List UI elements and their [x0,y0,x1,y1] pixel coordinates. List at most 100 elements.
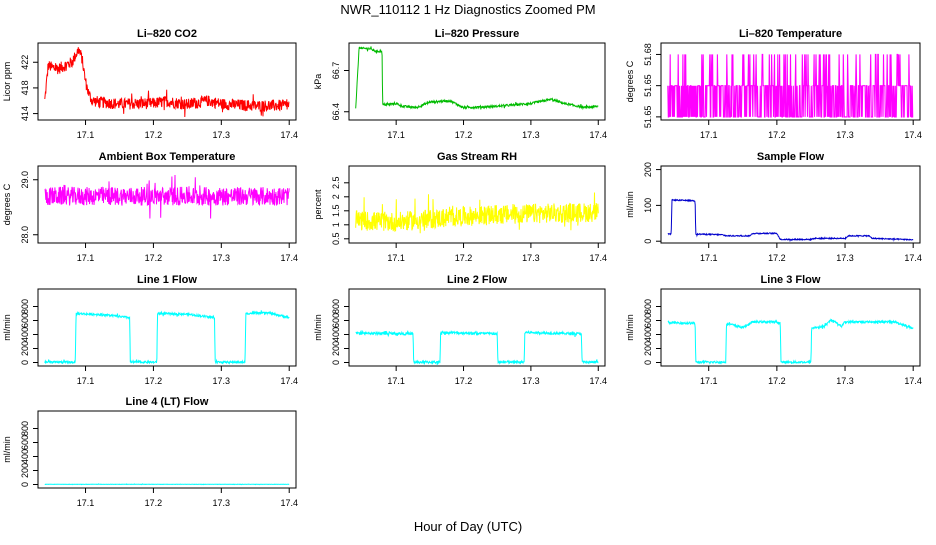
panel-title: Li–820 Pressure [435,28,519,40]
x-tick-label: 17.1 [77,376,95,386]
x-tick-label: 17.4 [280,376,298,386]
panel-ylabel: ml/min [625,314,635,341]
chart-panel-3: Li–820 Temperature degrees C 17.1 17.2 17.3 1… [625,28,922,140]
x-tick-label: 17.2 [455,376,473,386]
y-tick-label: 400 [331,327,341,342]
series-line [355,192,599,234]
y-tick-label: 2.5 [331,177,341,190]
x-tick-label: 17.3 [836,376,854,386]
panel-series [44,47,290,118]
y-tick-label: 418 [20,80,30,95]
panel-ylabel: degrees C [625,60,635,102]
panel-frame [660,42,921,121]
series-line [667,318,914,365]
y-tick-label: 0 [20,482,30,487]
panel-ylabel: degrees C [2,183,12,225]
x-tick-label: 17.4 [589,253,607,263]
y-tick-label: 100 [643,198,653,213]
y-tick-label: 400 [20,327,30,342]
panel-title: Li–820 CO2 [137,28,197,40]
x-tick-label: 17.3 [522,253,540,263]
series-line [667,198,914,242]
y-tick-label: 2 [331,194,341,199]
series-line [355,46,599,111]
panel-series [44,483,290,486]
x-tick-label: 17.2 [768,253,786,263]
figure-title: NWR_110112 1 Hz Diagnostics Zoomed PM [340,2,595,17]
x-tick-label: 17.3 [213,376,231,386]
panel-ylabel: Licor ppm [2,62,12,102]
x-tick-label: 17.2 [455,253,473,263]
y-tick-label: 600 [331,313,341,328]
y-tick-label: 400 [643,327,653,342]
x-tick-label: 17.3 [213,253,231,263]
x-tick-label: 17.4 [904,130,922,140]
x-tick-label: 17.4 [904,376,922,386]
x-tick-label: 17.4 [589,376,607,386]
panel-series [355,329,599,365]
y-tick-label: 0 [20,360,30,365]
panel-frame [660,288,921,367]
chart-panel-2: Li–820 Pressure kPa 17.1 17.2 17.3 17.4 66.4 66… [313,28,607,140]
y-tick-label: 800 [331,299,341,314]
x-tick-label: 17.3 [836,253,854,263]
y-tick-label: 0.5 [331,233,341,246]
y-tick-label: 0 [331,360,341,365]
panel-frame [660,165,921,244]
y-tick-label: 800 [20,299,30,314]
panel-series [667,198,914,242]
x-tick-label: 17.4 [904,253,922,263]
x-tick-label: 17.2 [145,130,163,140]
x-tick-label: 17.1 [387,130,405,140]
chart-panel-5: Gas Stream RH percent 17.1 17.2 17.3 17.4 0.5 1… [313,151,607,263]
panel-ylabel: ml/min [313,314,323,341]
x-tick-label: 17.4 [280,253,298,263]
panel-ylabel: ml/min [2,314,12,341]
y-tick-label: 1.5 [331,205,341,218]
x-tick-label: 17.2 [455,130,473,140]
panel-series [44,174,290,219]
chart-panel-6: Sample Flow ml/min 17.1 17.2 17.3 17.4 0 100 200 [625,151,922,263]
panel-frame [348,165,606,244]
y-tick-label: 66.4 [331,103,341,121]
x-tick-label: 17.3 [213,498,231,508]
series-line [355,329,599,365]
y-tick-label: 400 [20,449,30,464]
series-line [44,47,290,118]
x-tick-label: 17.1 [387,253,405,263]
panel-title: Line 2 Flow [447,274,507,286]
series-line [667,53,914,118]
series-line [44,310,290,365]
series-line [44,483,290,486]
chart-panel-9: Line 3 Flow ml/min 17.1 17.2 17.3 17.4 0 200400… [625,274,922,386]
x-tick-label: 17.3 [522,376,540,386]
y-tick-label: 66.7 [331,62,341,80]
panel-title: Line 1 Flow [137,274,197,286]
panel-title: Gas Stream RH [437,151,517,163]
y-tick-label: 51.65 [643,74,653,97]
y-tick-label: 800 [643,299,653,314]
figure-xlabel: Hour of Day (UTC) [414,519,522,534]
panel-title: Line 4 (LT) Flow [126,396,209,408]
x-tick-label: 17.1 [700,130,718,140]
x-tick-label: 17.2 [145,498,163,508]
chart-panels: Li–820 CO2 Licor ppm 17.1 17.2 17.3 17.4 414 41… [2,28,922,508]
y-tick-label: 29.0 [20,171,30,189]
chart-panel-8: Line 2 Flow ml/min 17.1 17.2 17.3 17.4 0 200400… [313,274,607,386]
y-tick-label: 200 [643,162,653,177]
y-tick-label: 600 [643,313,653,328]
x-tick-label: 17.1 [77,253,95,263]
x-tick-label: 17.2 [768,376,786,386]
panel-series [355,192,599,234]
chart-panel-1: Li–820 CO2 Licor ppm 17.1 17.2 17.3 17.4 414 41… [2,28,298,140]
panel-ylabel: ml/min [2,436,12,463]
x-tick-label: 17.4 [280,498,298,508]
x-tick-label: 17.2 [145,376,163,386]
y-tick-label: 600 [20,313,30,328]
y-tick-label: 1 [331,222,341,227]
y-tick-label: 200 [643,341,653,356]
panel-frame [37,410,297,489]
chart-panel-10: Line 4 (LT) Flow ml/min 17.1 17.2 17.3 17.4 0 2… [2,396,298,508]
x-tick-label: 17.4 [280,130,298,140]
